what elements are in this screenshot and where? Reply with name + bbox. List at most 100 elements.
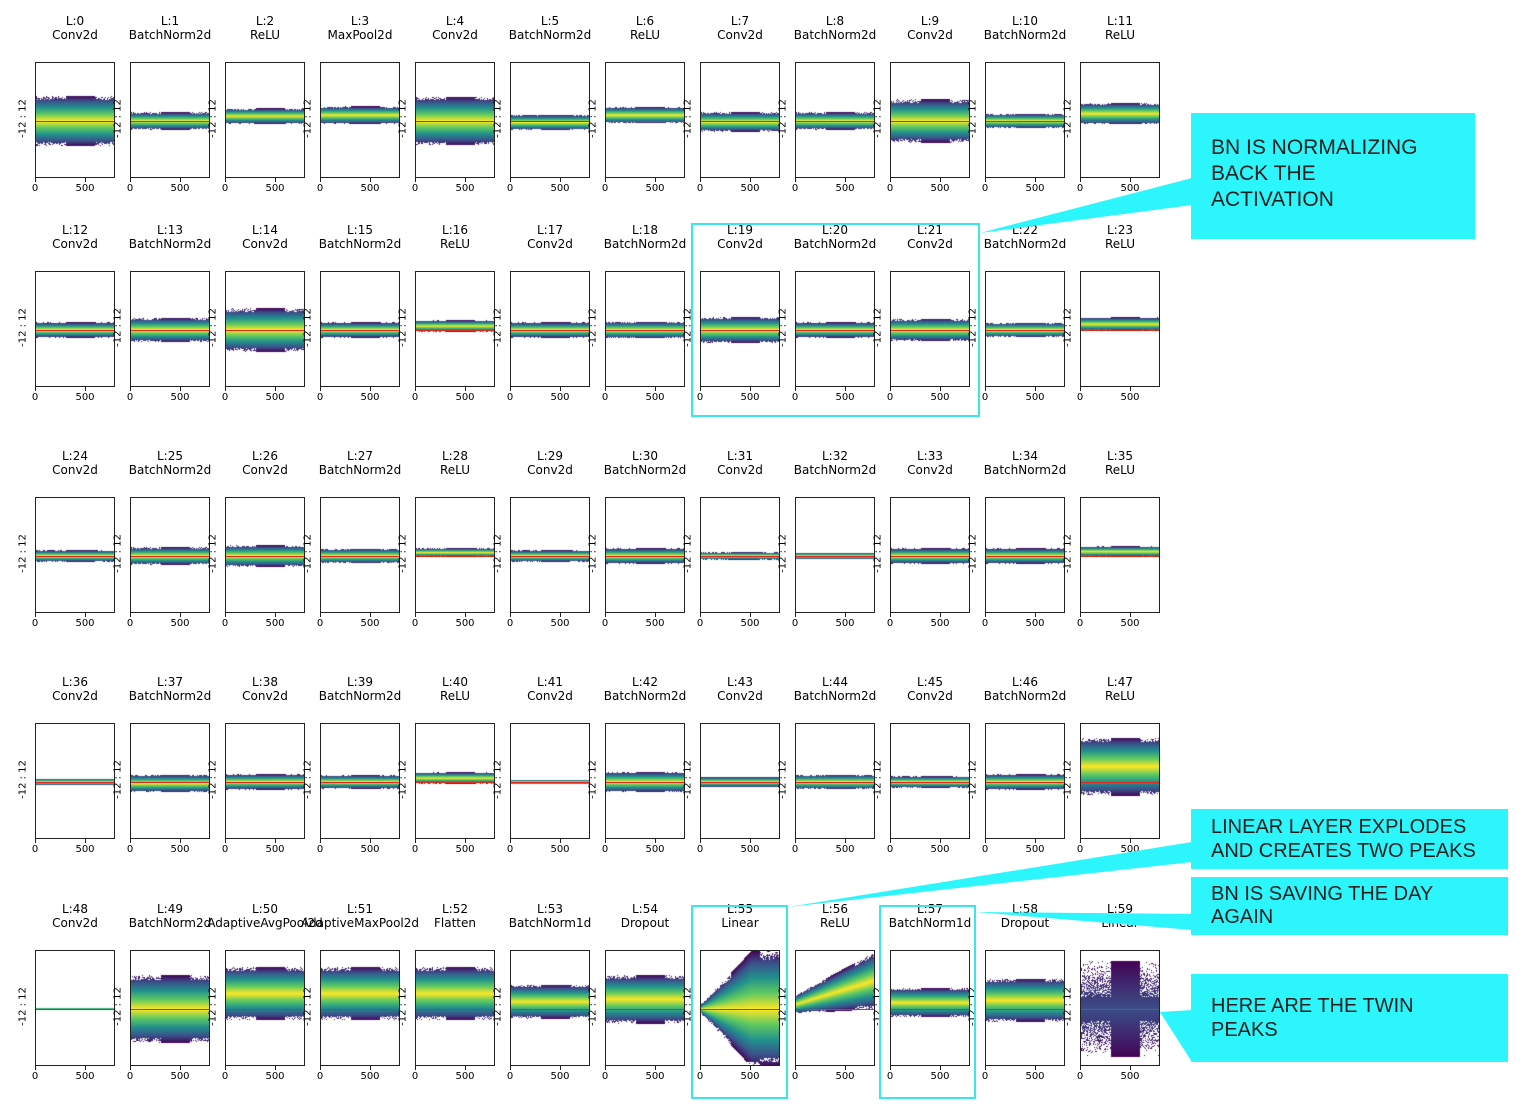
x-tick-label: 0 [601, 618, 609, 629]
layer-type-label: Linear [721, 916, 759, 930]
layer-index-label: L:30 [632, 449, 658, 463]
x-tick-mark [940, 613, 941, 617]
x-tick-label: 0 [316, 618, 324, 629]
x-tick-mark [180, 839, 181, 843]
activation-heatmap [891, 951, 969, 1065]
activation-heatmap [511, 724, 589, 838]
layer-type-label: BatchNorm2d [128, 916, 212, 930]
activation-heatmap [36, 63, 114, 177]
x-tick-mark [465, 1066, 466, 1070]
x-tick-mark [275, 839, 276, 843]
x-tick-mark [225, 178, 226, 182]
zero-line [986, 121, 1064, 122]
layer-type-label: ReLU [1104, 689, 1136, 703]
x-tick-label: 500 [740, 844, 760, 855]
x-tick-label: 500 [835, 392, 855, 403]
activation-heatmap [226, 63, 304, 177]
layer-type-label: Conv2d [717, 689, 763, 703]
layer-index-label: L:59 [1107, 902, 1133, 916]
x-tick-mark [130, 613, 131, 617]
layer-plot-box [130, 723, 210, 839]
layer-plot-box [130, 62, 210, 178]
activation-heatmap [891, 724, 969, 838]
zero-line [226, 330, 304, 331]
layer-plot-box [35, 271, 115, 387]
x-tick-mark [985, 178, 986, 182]
activation-heatmap [606, 63, 684, 177]
x-tick-label: 500 [75, 392, 95, 403]
x-tick-mark [985, 839, 986, 843]
x-tick-label: 0 [601, 183, 609, 194]
activation-heatmap [701, 498, 779, 612]
activation-heatmap [1081, 272, 1159, 386]
x-tick-mark [130, 839, 131, 843]
x-tick-label: 0 [316, 1071, 324, 1082]
x-tick-label: 500 [550, 844, 570, 855]
zero-line [416, 121, 494, 122]
zero-line [986, 1009, 1064, 1010]
layer-index-label: L:39 [347, 675, 373, 689]
x-tick-label: 500 [645, 183, 665, 194]
layer-type-label: BatchNorm2d [603, 237, 687, 251]
layer-index-label: L:42 [632, 675, 658, 689]
layer-type-label: Conv2d [907, 463, 953, 477]
layer-type-label: Conv2d [717, 463, 763, 477]
callout-bn-saving: BN IS SAVING THE DAY AGAIN [1191, 877, 1508, 935]
activation-heatmap [416, 724, 494, 838]
x-tick-label: 500 [265, 183, 285, 194]
layer-type-label: Conv2d [242, 689, 288, 703]
x-tick-label: 500 [360, 183, 380, 194]
x-tick-mark [795, 1066, 796, 1070]
layer-plot-box [700, 62, 780, 178]
x-tick-mark [225, 613, 226, 617]
layer-plot-box [35, 723, 115, 839]
x-tick-label: 0 [696, 618, 704, 629]
x-tick-mark [225, 1066, 226, 1070]
x-tick-mark [1035, 839, 1036, 843]
layer-index-label: L:14 [252, 223, 278, 237]
x-tick-label: 0 [31, 844, 39, 855]
layer-type-label: BatchNorm2d [128, 237, 212, 251]
x-tick-mark [465, 387, 466, 391]
layer-index-label: L:45 [917, 675, 943, 689]
x-tick-mark [275, 1066, 276, 1070]
x-tick-mark [655, 387, 656, 391]
x-tick-label: 500 [265, 844, 285, 855]
x-tick-label: 0 [981, 844, 989, 855]
layer-type-label: Conv2d [52, 689, 98, 703]
layer-plot-box [510, 497, 590, 613]
layer-plot-box [985, 271, 1065, 387]
x-tick-label: 0 [126, 183, 134, 194]
layer-type-label: ReLU [819, 916, 851, 930]
layer-type-label: Conv2d [717, 237, 763, 251]
x-tick-mark [180, 178, 181, 182]
x-tick-label: 500 [550, 1071, 570, 1082]
zero-line [1081, 556, 1159, 557]
x-tick-mark [940, 387, 941, 391]
x-tick-mark [940, 839, 941, 843]
layer-plot-box [985, 62, 1065, 178]
x-tick-label: 0 [886, 183, 894, 194]
x-tick-mark [700, 613, 701, 617]
layer-type-label: ReLU [1104, 28, 1136, 42]
x-tick-label: 0 [411, 392, 419, 403]
activation-heatmap [796, 724, 874, 838]
x-tick-label: 500 [75, 183, 95, 194]
zero-line [226, 121, 304, 122]
x-tick-label: 0 [791, 1071, 799, 1082]
x-tick-mark [985, 387, 986, 391]
zero-line [36, 782, 114, 783]
x-tick-mark [510, 1066, 511, 1070]
layer-type-label: Flatten [434, 916, 476, 930]
layer-plot-box [795, 62, 875, 178]
layer-plot-box [320, 497, 400, 613]
x-tick-mark [225, 387, 226, 391]
zero-line [701, 1009, 779, 1010]
activation-heatmap [891, 498, 969, 612]
zero-line [511, 1009, 589, 1010]
x-tick-label: 0 [791, 392, 799, 403]
layer-type-label: ReLU [1104, 463, 1136, 477]
x-tick-label: 0 [506, 1071, 514, 1082]
zero-line [606, 330, 684, 331]
x-tick-mark [845, 839, 846, 843]
